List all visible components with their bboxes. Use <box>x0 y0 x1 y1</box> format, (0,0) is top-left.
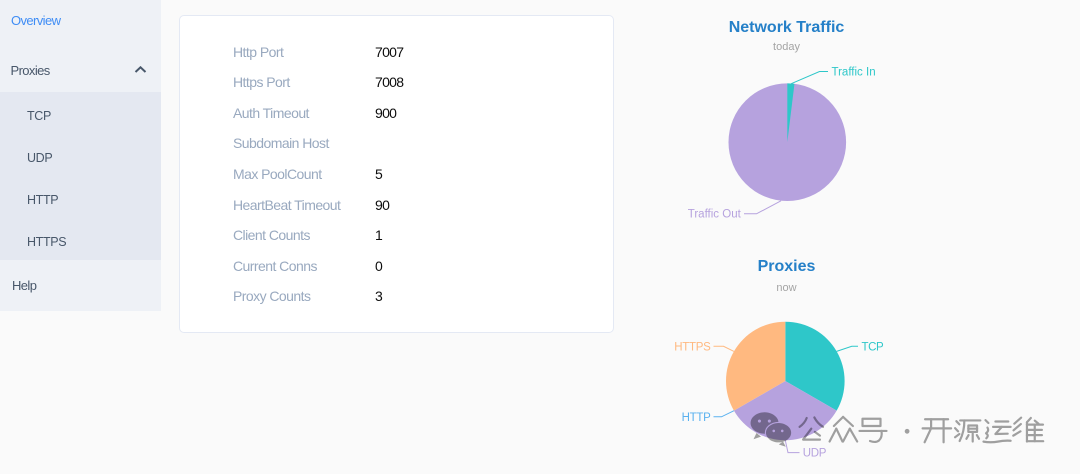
svg-text:HTTP: HTTP <box>682 412 711 424</box>
svg-text:Traffic Out: Traffic Out <box>688 209 742 221</box>
svg-text:Traffic In: Traffic In <box>832 67 876 79</box>
svg-text:HTTPS: HTTPS <box>674 341 711 353</box>
svg-text:TCP: TCP <box>862 341 885 353</box>
svg-text:UDP: UDP <box>803 447 827 459</box>
